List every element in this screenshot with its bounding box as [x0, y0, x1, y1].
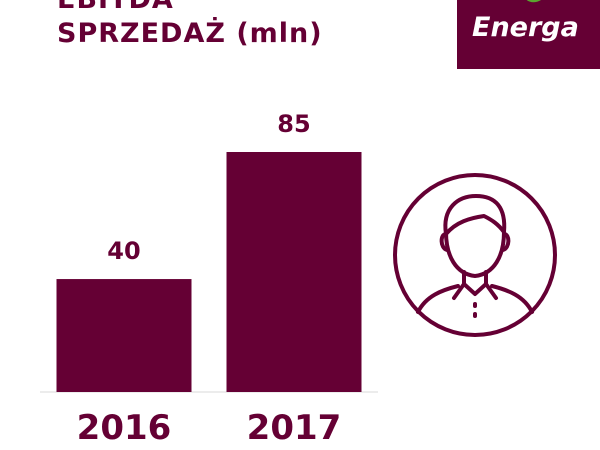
chart-title-line-1: EBITDA	[57, 0, 174, 15]
person-avatar-icon	[393, 173, 557, 337]
energa-logo-text: Energa	[472, 12, 579, 43]
x-tick-2017: 2017	[247, 408, 342, 448]
energa-logo	[457, 0, 600, 69]
bar-2016	[56, 279, 192, 392]
data-label-2016: 40	[107, 237, 140, 265]
chart-title-line-2: SPRZEDAŻ (mln)	[57, 18, 323, 49]
data-label-2017: 85	[277, 110, 310, 138]
energa-leaf-icon	[526, 0, 541, 3]
bar-2017	[226, 152, 362, 392]
x-tick-2016: 2016	[77, 408, 172, 448]
